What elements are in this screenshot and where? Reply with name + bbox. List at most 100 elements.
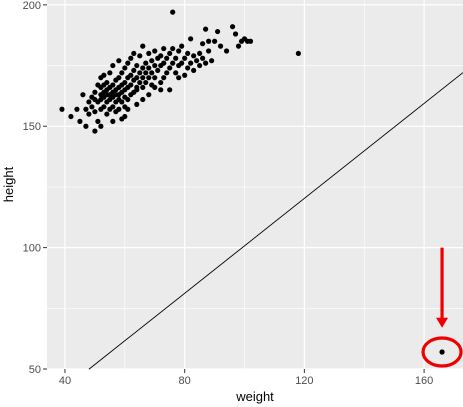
data-point [223,48,230,54]
data-point [173,70,179,76]
data-point [83,106,89,112]
data-point [197,62,203,69]
data-point [128,82,134,88]
data-point [77,118,83,124]
data-point [116,75,122,81]
data-point [125,96,131,103]
data-point [167,87,173,93]
data-point [211,38,218,44]
data-point [134,101,140,107]
data-point [119,70,125,76]
data-points [59,9,445,355]
data-point [182,55,188,61]
data-point [122,113,128,120]
y-tick-label: 50 [29,364,41,376]
data-point [191,67,197,74]
data-point [137,53,143,59]
data-point [125,60,131,66]
data-point [110,62,116,69]
data-point [122,79,128,86]
data-point [176,48,182,54]
data-point [194,58,200,64]
data-point [146,65,152,71]
data-point [247,38,254,44]
data-point [146,92,152,98]
data-point [92,128,98,134]
y-axis-ticks: 50 100 150 200 [23,0,47,376]
data-point [161,60,167,66]
data-point [200,55,206,61]
annotations [421,247,463,368]
x-tick-label: 120 [295,375,313,387]
data-point [209,58,215,64]
data-point [188,60,194,66]
data-point [101,104,107,110]
data-point [152,84,158,90]
data-point [146,75,152,81]
data-point [83,123,89,129]
annotation-circle [421,336,463,368]
data-point [92,109,98,115]
data-point [128,55,134,61]
data-point [140,65,146,71]
reference-line [88,72,463,370]
y-tick-label: 200 [23,0,41,12]
data-point [149,58,155,64]
data-point [217,43,224,49]
data-point [161,75,167,81]
data-point [158,53,164,59]
minor-gridlines [47,0,463,369]
x-tick-label: 80 [179,375,191,387]
data-point [191,53,197,59]
data-point [185,50,191,57]
data-point [125,106,131,112]
data-point [140,75,146,81]
data-point [197,50,203,57]
data-point [131,67,137,74]
data-point [179,43,185,49]
data-point [146,50,152,57]
data-point [155,67,161,74]
data-point [179,60,185,66]
data-point [164,55,170,61]
y-tick-label: 150 [23,121,41,133]
data-point [104,111,110,117]
data-point [235,43,242,49]
data-point [164,70,170,76]
data-point [152,75,158,81]
data-point [128,72,134,78]
data-point [119,99,125,105]
data-point [176,75,182,81]
data-point [206,38,212,44]
data-point [167,50,173,57]
data-point [122,65,128,71]
data-point [110,82,116,88]
data-point [110,118,116,124]
data-point [203,26,209,32]
data-point [131,50,137,57]
data-point [158,87,164,93]
data-point [149,70,155,76]
data-point [170,60,176,66]
data-point [116,106,122,112]
data-point [92,89,98,95]
data-point [134,84,140,90]
x-tick-label: 160 [415,375,433,387]
data-point [110,104,116,110]
data-point [116,58,122,64]
data-point [152,62,158,69]
data-point [188,36,194,42]
data-point [439,349,445,355]
data-point [134,75,140,81]
data-point [101,72,107,78]
data-point [214,28,221,35]
data-point [86,99,92,105]
annotation-arrow-head [436,317,449,328]
data-point [95,118,101,124]
data-point [170,45,176,52]
data-point [143,70,149,76]
x-axis-ticks: 40 80 120 160 [59,369,433,387]
data-point [229,24,236,30]
data-point [185,65,191,71]
data-point [143,79,149,86]
